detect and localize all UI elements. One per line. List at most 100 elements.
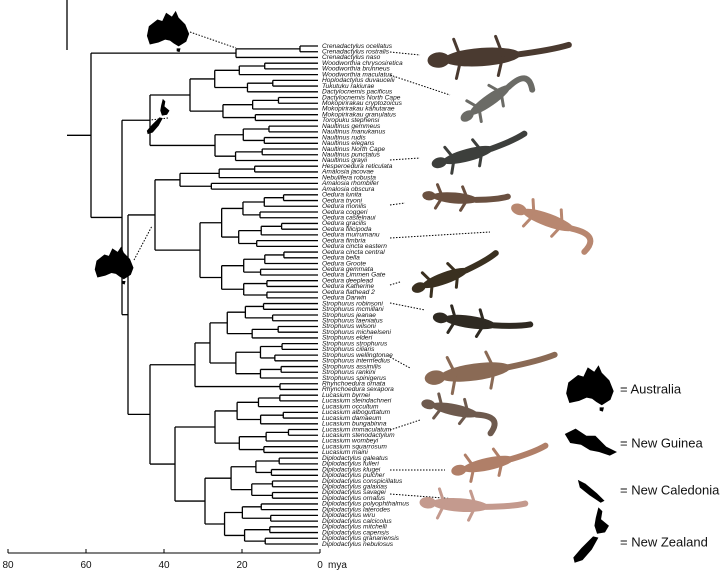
gecko-head [427, 52, 450, 68]
gecko-tail [504, 351, 558, 371]
gecko-head [431, 157, 447, 169]
gecko-leg [491, 447, 504, 463]
taxon-label: Diplodactylus nebulosus [322, 541, 394, 548]
taxon-label: Lucasium alboguttatum [322, 409, 391, 416]
taxon-label: Oedura gemmata [322, 266, 374, 273]
taxon-label: Mokopirirakau cryptozoicus [322, 100, 403, 107]
gecko [460, 75, 536, 124]
axis-unit: mya [328, 560, 347, 571]
taxon-label: Diplodactylus mitchelli [322, 524, 387, 531]
gecko-leg [550, 223, 564, 238]
gecko-leg [477, 106, 483, 124]
taxon-label: Naultinus elegans [322, 140, 375, 147]
gecko-tail [472, 193, 511, 203]
tick-label: 60 [80, 560, 92, 571]
taxon-label: Rhynchoedura ornata [322, 380, 386, 387]
taxon-label: Oedura Darwin [322, 295, 367, 302]
taxon-label: Tukutuku rakiurae [322, 83, 375, 90]
taxon-label: Strophurus jeanae [322, 312, 376, 319]
gecko-leg [457, 411, 470, 426]
taxon-label: Strophurus assimilis [322, 363, 382, 370]
taxon-label: Diplodactylus conspicillatus [322, 478, 403, 485]
taxon-label: Strophurus taeniatus [322, 318, 384, 325]
gecko-leg [450, 304, 458, 322]
gecko-leg [433, 195, 444, 210]
taxon-label: Oedura Limmen Gate [322, 272, 386, 279]
leader [389, 202, 406, 206]
taxon-label: Diplodactylus granariensis [322, 535, 400, 542]
time-axis: 80 60 40 20 0 mya [2, 549, 347, 571]
gecko [424, 350, 558, 396]
taxon-label: Woodworthia maculatus [322, 71, 393, 78]
taxon-label: Woodworthia chrysosiretica [322, 60, 403, 67]
taxon-label: Diplodactylus klugei [322, 466, 381, 473]
legend-label: = Australia [620, 381, 682, 396]
gecko-leg [489, 367, 496, 390]
gecko-leg [454, 271, 460, 289]
taxon-label: Amalosia rhombifer [321, 180, 380, 187]
gecko-leg [474, 322, 486, 338]
leader [133, 225, 153, 261]
gecko [422, 183, 511, 212]
legend-label: = New Caledonia [620, 482, 720, 497]
gecko [511, 198, 594, 255]
taxon-label: Oedura Groote [322, 260, 366, 267]
leader [149, 117, 169, 121]
taxon-label: Strophurus elderi [322, 335, 373, 342]
taxon-label: Lucasium steindachneri [322, 398, 392, 405]
taxon-label: Strophurus wilsoni [322, 323, 376, 330]
gecko-head [424, 370, 446, 385]
taxon-label: Dactylocnemis North Cape [322, 94, 401, 101]
gecko-head [422, 191, 436, 201]
taxon-label: Oedura gracilis [322, 220, 367, 227]
taxon-label: Nebulifera robusta [322, 174, 376, 181]
taxon-label: Naultinus punctatus [322, 152, 381, 159]
gecko-leg [446, 318, 458, 334]
taxon-label: Oedura coggeri [322, 209, 368, 216]
taxon-label: Oedura murrumanu [322, 232, 380, 239]
taxon-label: Hesperoedura reticulata [322, 163, 393, 170]
gecko-tail [568, 225, 594, 255]
gecko-body [431, 402, 479, 418]
gecko [419, 487, 529, 522]
taxon-label: Lucasium squarrosum [322, 443, 387, 450]
taxon-label: Strophurus rankini [322, 369, 376, 376]
gecko-body [442, 145, 494, 165]
taxon-label: Lucasium occultum [322, 403, 379, 410]
legend-icon [577, 479, 605, 503]
gecko-leg [463, 453, 476, 469]
gecko-leg [531, 198, 536, 217]
gecko-leg [494, 34, 505, 58]
taxon-label: Oedura castelnaui [322, 214, 376, 221]
taxon-label: Strophurus robinsoni [322, 300, 383, 307]
gecko-tail [505, 75, 536, 93]
taxon-label: Hoplodactylus duvaucelii [322, 77, 395, 84]
leader [389, 231, 491, 239]
taxon-label: Oedura filicipoda [322, 226, 372, 233]
leader [389, 74, 451, 96]
taxon-label: Oedura Katherine [322, 283, 374, 290]
gecko-head [451, 464, 467, 476]
gecko-head [419, 497, 437, 509]
taxon-label: Rhynchoedura sexapora [322, 386, 394, 393]
gecko-leg [487, 83, 503, 94]
gecko [451, 442, 549, 483]
taxon-label: Strophurus strophurus [322, 340, 388, 347]
taxon-label: Diplodactylus wiru [322, 512, 375, 519]
leader [389, 419, 421, 431]
taxon-label: Strophurus wellingtonae [322, 352, 393, 359]
taxon-label: Lucasium maini [322, 449, 368, 456]
gecko-head [511, 203, 527, 216]
gecko-head [411, 282, 426, 293]
gecko-leg [452, 37, 463, 60]
taxon-label: Oedura fimbria [322, 237, 366, 244]
gecko-leg [478, 308, 486, 326]
gecko-leg [450, 157, 456, 175]
gecko-head [432, 312, 449, 324]
taxon-label: Naultinus grayii [322, 157, 368, 164]
taxon-label: Oedura lunita [322, 192, 362, 199]
gecko-tail [473, 411, 498, 437]
gecko-leg [437, 392, 444, 409]
taxon-label: Lucasium bungabinna [322, 421, 387, 428]
legend-icon [564, 428, 617, 456]
